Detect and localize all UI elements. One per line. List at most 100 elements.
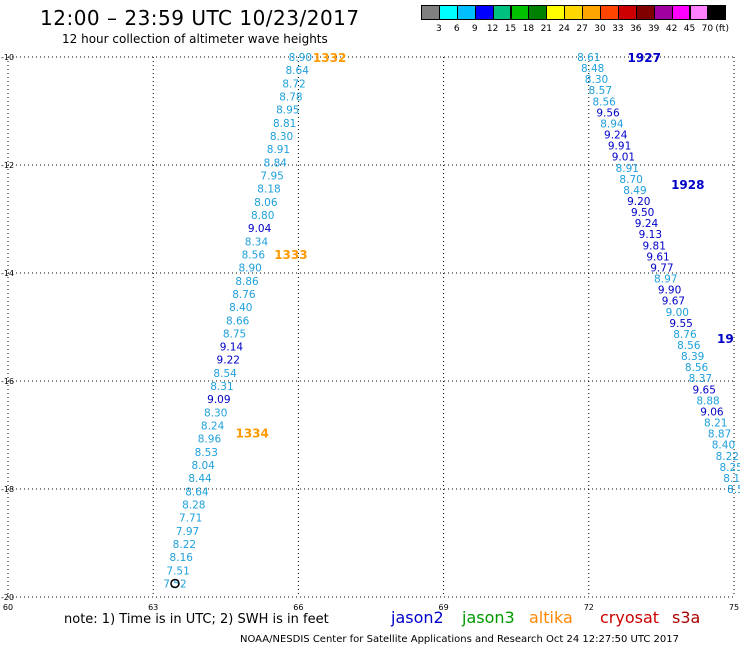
pass-number-label: 1332 bbox=[313, 51, 346, 65]
wave-height-value: 8.76 bbox=[232, 289, 256, 301]
color-scale-label: 6 bbox=[453, 24, 460, 34]
wave-height-value: 8.96 bbox=[198, 434, 222, 446]
wave-height-value: 8.39 bbox=[681, 351, 704, 363]
wave-height-value: 9.13 bbox=[639, 229, 662, 241]
wave-height-value: 8.70 bbox=[619, 174, 642, 186]
wave-height-value: 8.37 bbox=[689, 373, 712, 385]
wave-height-value: 9.56 bbox=[596, 107, 620, 119]
lat-tick-label: -18 bbox=[1, 485, 14, 494]
wave-height-value: 8.87 bbox=[708, 429, 731, 441]
lat-tick-label: -16 bbox=[1, 377, 14, 386]
wave-height-value: 8.80 bbox=[251, 210, 274, 222]
wave-height-value: 9.81 bbox=[643, 240, 666, 252]
wave-height-value: 9.91 bbox=[608, 141, 631, 153]
color-scale-label: 33 bbox=[612, 24, 624, 34]
units-note: note: 1) Time is in UTC; 2) SWH is in fe… bbox=[64, 612, 329, 627]
footer-credit: NOAA/NESDIS Center for Satellite Applica… bbox=[240, 634, 679, 645]
island-marker bbox=[170, 578, 180, 589]
color-scale-label: 24 bbox=[558, 24, 570, 34]
wave-height-value: 7.52 bbox=[163, 579, 186, 591]
legend-jason3: jason3 bbox=[462, 608, 515, 627]
pass-number-label: 1928 bbox=[671, 178, 704, 192]
wave-height-value: 8.86 bbox=[235, 276, 259, 288]
wave-height-value: 9.55 bbox=[669, 318, 692, 330]
wave-height-value: 8.88 bbox=[696, 395, 719, 407]
wave-height-value: 9.04 bbox=[248, 223, 272, 235]
wave-height-value: 8.90 bbox=[238, 263, 261, 275]
wave-height-value: 8.53 bbox=[195, 447, 218, 459]
wave-height-value: 8.40 bbox=[229, 302, 252, 314]
wave-height-value: 8.90 bbox=[289, 52, 312, 64]
color-scale-label: 3 bbox=[436, 24, 442, 34]
page-title: 12:00 – 23:59 UTC 10/23/2017 bbox=[40, 6, 360, 30]
wave-height-value: 8.44 bbox=[188, 473, 212, 485]
color-scale-label: 39 bbox=[647, 24, 660, 34]
lat-tick-label: -14 bbox=[1, 269, 14, 278]
wave-height-value: 8.30 bbox=[204, 407, 227, 419]
legend-jason2: jason2 bbox=[391, 608, 444, 627]
wave-height-value: 8.34 bbox=[245, 236, 269, 248]
color-scale-label: 12 bbox=[486, 24, 499, 34]
wave-height-value: 9.00 bbox=[666, 307, 689, 319]
color-scale-label: 36 bbox=[630, 24, 642, 34]
legend-cryosat: cryosat bbox=[600, 608, 660, 627]
wave-height-value: 8.48 bbox=[581, 63, 604, 75]
wave-height-value: 8.54 bbox=[213, 368, 237, 380]
lon-tick-label: 60 bbox=[3, 603, 13, 612]
wave-height-value: 8.97 bbox=[654, 274, 677, 286]
lat-tick-label: -12 bbox=[1, 161, 14, 170]
wave-height-value: 8.49 bbox=[623, 185, 646, 197]
wave-height-value: 8.57 bbox=[589, 85, 612, 97]
wave-height-value: 8.64 bbox=[286, 65, 310, 77]
lon-tick-label: 72 bbox=[584, 603, 594, 612]
wave-height-value: 9.65 bbox=[693, 384, 716, 396]
wave-height-value: 8.56 bbox=[242, 249, 266, 261]
color-scale-label: 45 bbox=[683, 24, 696, 34]
wave-height-value: 7.95 bbox=[260, 170, 283, 182]
wave-height-value: 8.61 bbox=[577, 52, 600, 64]
wave-height-value: 8.94 bbox=[600, 118, 624, 130]
wave-height-value: 8.84 bbox=[264, 157, 288, 169]
pass-number-label: 1927 bbox=[628, 51, 661, 65]
wave-height-value: 8.56 bbox=[592, 96, 616, 108]
wave-height-value: 8.56 bbox=[677, 340, 701, 352]
wave-height-value: 7.97 bbox=[176, 526, 199, 538]
wave-height-value: 8.75 bbox=[223, 328, 246, 340]
legend-s3a: s3a bbox=[672, 608, 701, 627]
lon-tick-label: 66 bbox=[293, 603, 303, 612]
wave-height-value: 9.24 bbox=[635, 218, 659, 230]
color-scale-label: 15 bbox=[504, 24, 517, 34]
wave-height-value: 8.30 bbox=[585, 74, 608, 86]
wave-height-value: 8.21 bbox=[704, 418, 727, 430]
wave-height-value: 8.72 bbox=[282, 78, 305, 90]
wave-height-value: 9.77 bbox=[650, 262, 673, 274]
color-scale-label: 27 bbox=[576, 24, 588, 34]
pass-number-label: 1334 bbox=[235, 426, 268, 440]
wave-height-value: 9.14 bbox=[220, 342, 244, 354]
lat-tick-label: -20 bbox=[1, 593, 14, 602]
lon-tick-label: 69 bbox=[439, 603, 449, 612]
page-subtitle: 12 hour collection of altimeter wave hei… bbox=[62, 32, 328, 46]
wave-height-value: 9.20 bbox=[627, 196, 650, 208]
color-scale-label: 21 bbox=[540, 24, 553, 34]
wave-height-value: 9.22 bbox=[217, 355, 240, 367]
wave-height-value: 8.30 bbox=[270, 131, 293, 143]
wave-height-value: 8.91 bbox=[616, 163, 639, 175]
color-scale-label: 9 bbox=[471, 24, 478, 34]
color-scale-unit: (ft) bbox=[715, 24, 729, 34]
wave-height-value: 9.61 bbox=[646, 251, 669, 263]
wave-height-value: 9.24 bbox=[604, 130, 628, 142]
wave-height-value: 8.78 bbox=[279, 91, 302, 103]
color-scale-label: 70 bbox=[701, 24, 714, 34]
lat-tick-label: -10 bbox=[1, 53, 14, 62]
pass-number-label: 1333 bbox=[274, 248, 307, 262]
color-scale-label: 30 bbox=[594, 24, 606, 34]
legend-altika: altika bbox=[529, 608, 573, 627]
wave-height-value: 8.24 bbox=[201, 421, 225, 433]
wave-height-value: 8.40 bbox=[712, 440, 735, 452]
wave-height-value: 8.76 bbox=[673, 329, 697, 341]
wave-height-value: 8.58 bbox=[727, 484, 740, 496]
wave-height-value: 9.01 bbox=[612, 152, 635, 164]
